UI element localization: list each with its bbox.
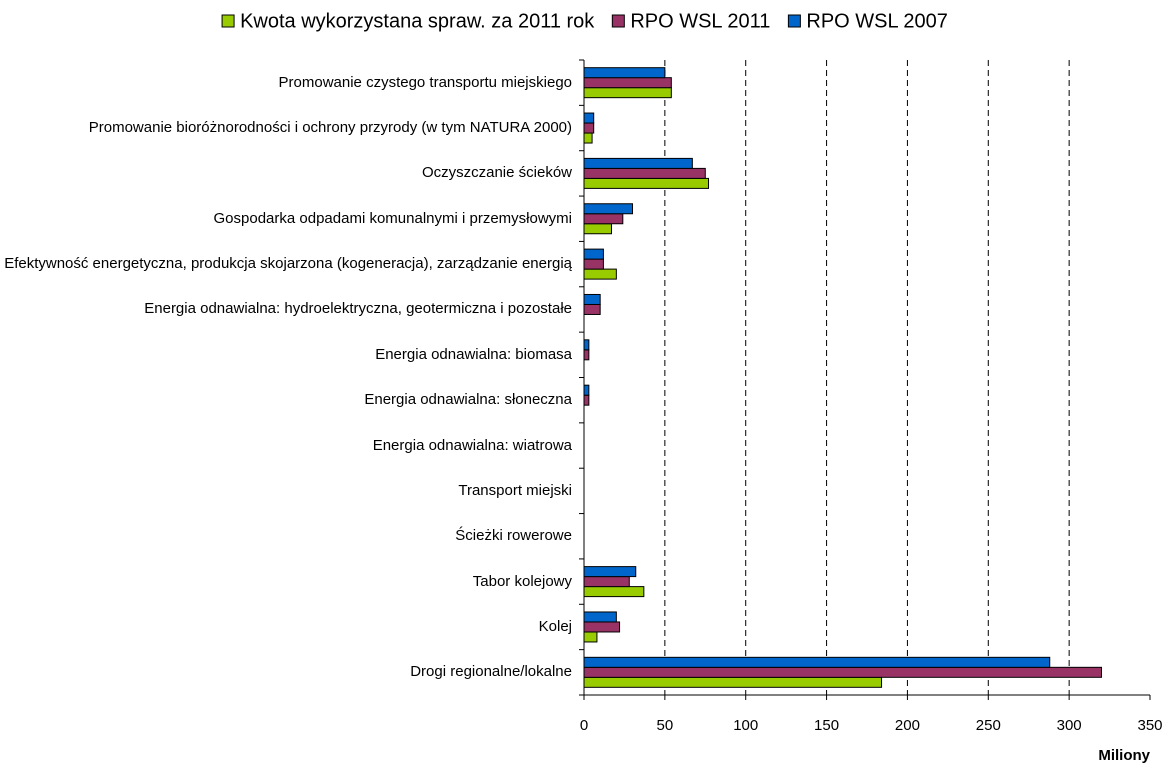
bar (583, 656, 1051, 668)
y-tick-label: Ścieżki rowerowe (455, 527, 572, 545)
legend-label: RPO WSL 2007 (806, 10, 948, 32)
category-label-box: Energia odnawialna: słoneczna (364, 391, 572, 409)
legend-label: RPO WSL 2011 (630, 10, 770, 32)
y-tick-label: Efektywność energetyczna, produkcja skoj… (4, 255, 572, 273)
bar (583, 339, 590, 351)
x-tick-label: 350 (1137, 717, 1162, 734)
y-tick-label: Energia odnawialna: wiatrowa (372, 436, 572, 454)
x-tick-label: 0 (580, 717, 588, 734)
bar (583, 611, 617, 623)
y-tick-label: Energia odnawialna: biomasa (375, 345, 572, 363)
y-tick-label: Tabor kolejowy (472, 572, 572, 590)
bar (583, 631, 598, 643)
y-tick-label: Kolej (538, 617, 572, 635)
category-label-box: Energia odnawialna: hydroelektryczna, ge… (144, 300, 572, 318)
bar (583, 303, 601, 315)
legend-swatch (787, 14, 801, 28)
y-tick-label: Gospodarka odpadami komunalnymi i przemy… (213, 209, 572, 227)
category-label-box: Drogi regionalne/lokalne (410, 663, 572, 681)
bar (583, 586, 645, 598)
y-tick-label: Transport miejski (458, 481, 572, 499)
bar (583, 384, 590, 396)
category-label-box: Transport miejski (458, 481, 572, 499)
bar (583, 576, 630, 588)
bar (583, 268, 617, 280)
category-label-box: Tabor kolejowy (472, 572, 572, 590)
category-label-box: Gospodarka odpadami komunalnymi i przemy… (213, 209, 572, 227)
bar (583, 293, 601, 305)
bar (583, 167, 706, 179)
bar (583, 566, 637, 578)
bar (583, 248, 604, 260)
x-axis-label: Miliony (1098, 747, 1150, 764)
bar (583, 132, 593, 144)
legend-label: Kwota wykorzystana spraw. za 2011 rok (240, 10, 595, 32)
y-tick-label: Energia odnawialna: słoneczna (364, 391, 572, 409)
bar (583, 349, 590, 361)
category-label-box: Kolej (538, 617, 572, 635)
bar (583, 67, 666, 79)
category-label-box: Promowanie czystego transportu miejskieg… (278, 73, 572, 91)
category-label-box: Ścieżki rowerowe (455, 527, 572, 545)
bar (583, 177, 710, 189)
y-tick-label: Energia odnawialna: hydroelektryczna, ge… (144, 300, 572, 318)
bar (583, 77, 672, 89)
category-label-box: Energia odnawialna: wiatrowa (372, 436, 572, 454)
bar (583, 87, 672, 99)
category-label-box: Promowanie bioróżnorodności i ochrony pr… (88, 119, 572, 137)
bar (583, 621, 621, 633)
bar (583, 213, 624, 225)
bar (583, 394, 590, 406)
bar (583, 666, 1102, 678)
bar (583, 676, 883, 688)
y-tick-label: Promowanie czystego transportu miejskieg… (278, 73, 572, 91)
legend-swatch (611, 14, 625, 28)
y-tick-label: Drogi regionalne/lokalne (410, 663, 572, 681)
bar (583, 203, 634, 215)
x-tick-label: 50 (657, 717, 674, 734)
bar (583, 122, 595, 134)
bar (583, 157, 693, 169)
y-tick-label: Promowanie bioróżnorodności i ochrony pr… (88, 119, 572, 137)
bar (583, 258, 604, 270)
category-label-box: Energia odnawialna: biomasa (375, 345, 572, 363)
legend-swatch (221, 14, 235, 28)
x-tick-label: 150 (814, 717, 839, 734)
category-label-box: Oczyszczanie ścieków (421, 164, 572, 182)
x-tick-label: 100 (733, 717, 758, 734)
x-tick-label: 250 (976, 717, 1001, 734)
category-label-box: Efektywność energetyczna, produkcja skoj… (4, 255, 572, 273)
bar (583, 112, 595, 124)
y-tick-label: Oczyszczanie ścieków (421, 164, 572, 182)
x-tick-label: 200 (895, 717, 920, 734)
bar (583, 223, 612, 235)
x-tick-label: 300 (1057, 717, 1082, 734)
